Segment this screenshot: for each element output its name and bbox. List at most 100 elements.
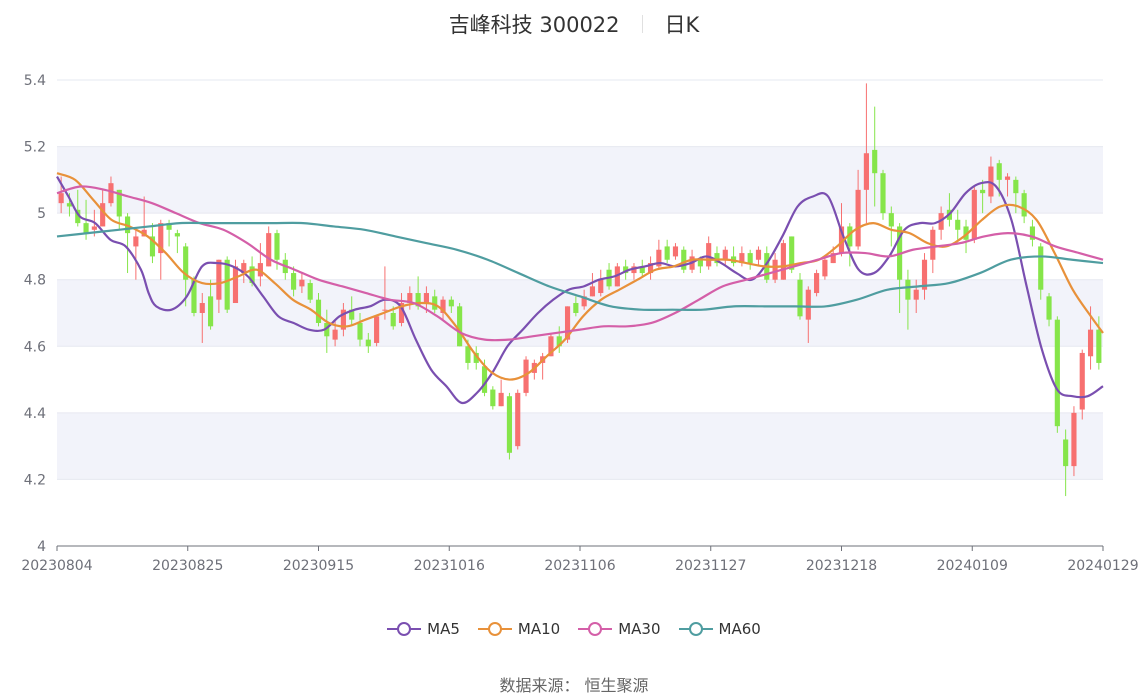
legend-marker-ma30 <box>578 622 613 636</box>
candle-body <box>332 329 338 340</box>
candlestick-chart: 4 4.2 4.4 4.6 4.8 5 5.2 5.4 20230804 20230825 2023… <box>21 73 1138 574</box>
candle-body <box>598 279 604 294</box>
x-tick-label: 20231106 <box>544 558 615 574</box>
candle-body <box>216 259 222 300</box>
candle-body <box>556 336 562 347</box>
candle-body <box>913 289 919 300</box>
legend-label-ma10: MA10 <box>517 620 561 638</box>
candle-body <box>249 266 255 284</box>
legend-item-ma10[interactable]: MA10 <box>477 620 561 638</box>
source-label: 数据来源： <box>499 676 580 695</box>
candle-body <box>697 259 703 267</box>
candle-body <box>1021 193 1027 217</box>
candle-body <box>174 233 180 237</box>
candle-body <box>448 299 454 307</box>
candle-body <box>307 283 313 300</box>
candle-body <box>880 173 886 214</box>
legend-marker-ma60 <box>678 622 713 636</box>
candle-body <box>340 309 346 330</box>
candle-body <box>631 266 637 274</box>
candle-body <box>390 313 396 327</box>
candle-body <box>58 193 64 204</box>
candle-body <box>672 246 679 257</box>
candle-body <box>224 259 230 310</box>
candle-body <box>805 289 811 320</box>
candle-body <box>755 249 762 260</box>
x-tick-label: 20231016 <box>414 558 485 574</box>
legend-label-ma5: MA5 <box>427 620 460 638</box>
candle-body <box>872 149 878 174</box>
candle-body <box>266 233 272 267</box>
candle-body <box>374 316 380 343</box>
y-tick-label: 5 <box>37 206 46 222</box>
candle-body <box>639 266 645 274</box>
candle-body <box>75 209 81 224</box>
candle-body <box>506 396 513 453</box>
candle-body <box>714 253 720 264</box>
y-tick-label: 5.4 <box>24 73 46 89</box>
y-tick-label: 4.2 <box>24 472 46 488</box>
y-tick-label: 4.6 <box>24 339 46 355</box>
candle-body <box>996 163 1002 180</box>
candle-body <box>963 226 969 240</box>
candle-body <box>780 243 786 280</box>
candle-body <box>589 286 596 297</box>
x-tick-label: 20230825 <box>152 558 223 574</box>
candle-body <box>133 236 139 247</box>
candle-body <box>407 293 413 304</box>
candle-body <box>863 153 869 190</box>
candle-body <box>980 189 986 194</box>
candle-body <box>490 389 496 407</box>
series-line-ma30 <box>56 185 1104 342</box>
candle-body <box>722 249 728 260</box>
legend-item-ma5[interactable]: MA5 <box>387 620 460 638</box>
legend-item-ma60[interactable]: MA60 <box>678 620 761 638</box>
x-tick-label: 20231127 <box>675 558 746 574</box>
chart-title: 吉峰科技 300022 日K <box>0 8 1148 40</box>
data-source: 数据来源： 恒生聚源 <box>0 672 1148 696</box>
legend-item-ma30[interactable]: MA30 <box>578 620 661 638</box>
candle-body <box>797 279 803 317</box>
candle-body <box>789 236 795 270</box>
candle-body <box>440 299 446 313</box>
candle-body <box>1054 319 1060 427</box>
grid-band <box>57 412 1103 480</box>
candle-body <box>855 189 861 247</box>
x-tick-label: 20230804 <box>21 558 92 574</box>
candle-body <box>523 359 529 393</box>
period-label[interactable]: 日K <box>664 13 700 37</box>
legend-circle <box>487 622 502 636</box>
legend-marker-ma5 <box>387 622 422 636</box>
candle-body <box>349 309 355 320</box>
candle-body <box>299 279 305 287</box>
candle-body <box>398 303 405 323</box>
candle-body <box>739 253 745 264</box>
candle-body <box>274 233 280 260</box>
candle-body <box>191 279 197 313</box>
candle-body <box>847 226 853 247</box>
candle-body <box>1063 439 1069 467</box>
legend-label-ma60: MA60 <box>718 620 761 638</box>
candle-body <box>166 223 172 230</box>
candle-body <box>1096 329 1102 363</box>
candle-body <box>108 183 114 204</box>
candle-body <box>1013 179 1019 194</box>
legend-circle <box>397 622 412 636</box>
candle-body <box>822 259 828 277</box>
candle-body <box>1029 226 1036 240</box>
candle-body <box>656 249 662 267</box>
candle-body <box>1087 329 1094 357</box>
candle-body <box>83 223 89 234</box>
candle-body <box>772 259 778 280</box>
candle-body <box>838 226 845 254</box>
candle-body <box>548 336 554 357</box>
source-name: 恒生聚源 <box>584 676 649 695</box>
candle-body <box>830 253 836 264</box>
title-separator <box>641 15 643 33</box>
candle-body <box>921 259 928 290</box>
candle-body <box>664 246 670 260</box>
candle-body <box>257 263 263 277</box>
candle-body <box>382 309 388 311</box>
candle-body <box>465 346 471 363</box>
candle-body <box>706 243 712 267</box>
